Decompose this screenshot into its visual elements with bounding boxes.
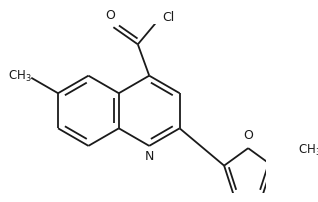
Text: CH$_3$: CH$_3$ [298, 143, 318, 158]
Text: O: O [105, 9, 115, 22]
Text: CH$_3$: CH$_3$ [8, 69, 31, 84]
Text: N: N [145, 150, 154, 163]
Text: Cl: Cl [162, 11, 175, 24]
Text: O: O [243, 129, 253, 142]
